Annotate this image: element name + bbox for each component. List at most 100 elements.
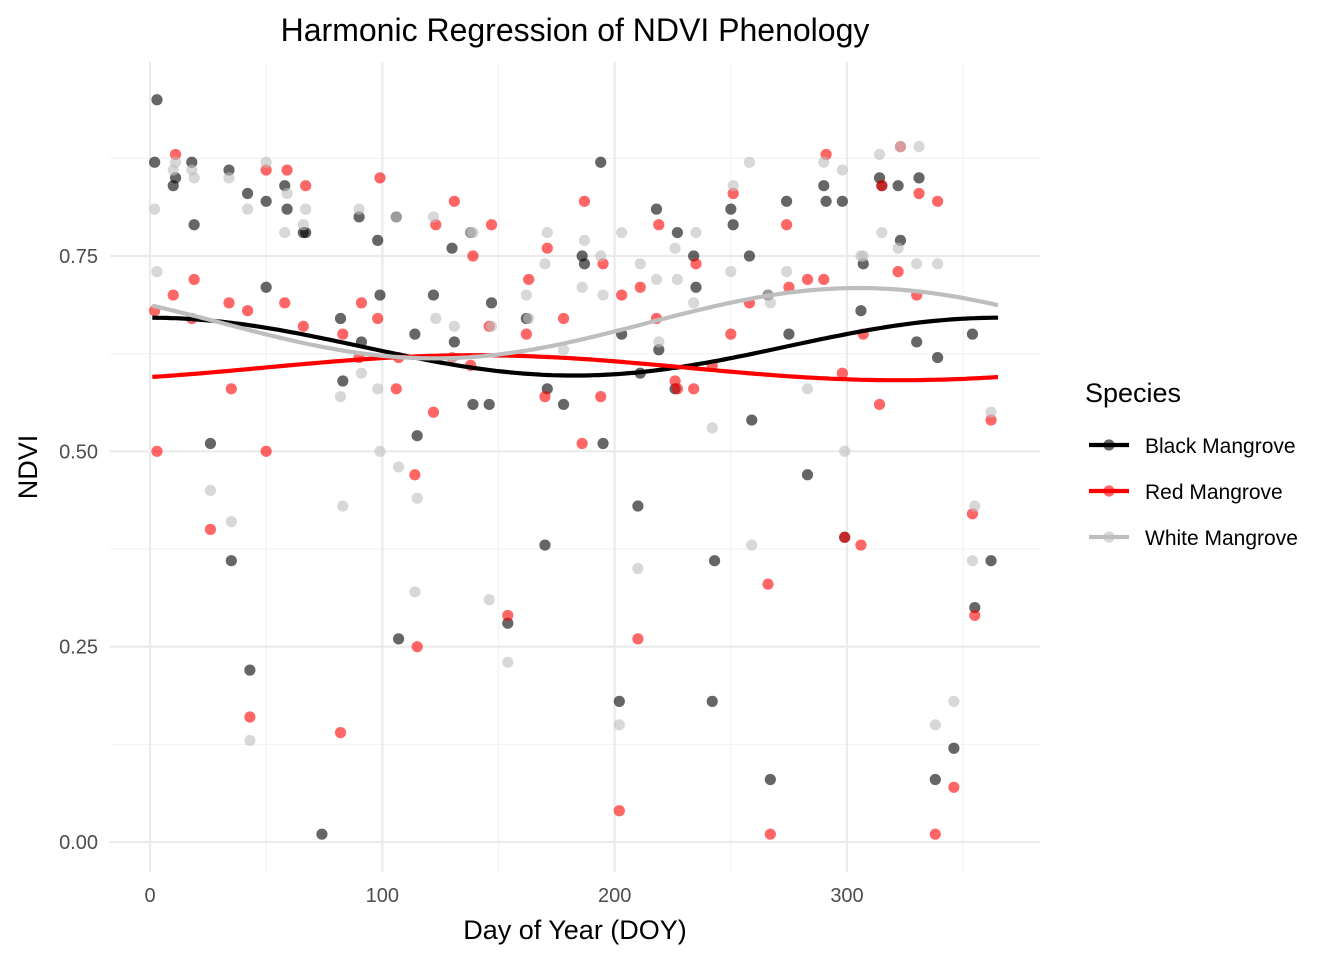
black-mangrove-point [502,617,514,629]
black-mangrove-point [446,242,458,254]
white-mangrove-point [894,141,907,153]
white-mangrove-point [836,164,848,176]
x-tick-label: 200 [598,885,631,907]
white-mangrove-point [281,187,293,200]
white-mangrove-point [632,562,644,575]
black-mangrove-point [706,695,718,707]
white-mangrove-point [372,383,384,395]
black-mangrove-point [578,258,591,270]
white-mangrove-point [279,226,291,239]
white-mangrove-point [913,141,925,153]
white-mangrove-point [892,242,904,254]
white-mangrove-point [337,500,349,512]
red-mangrove-point [502,609,514,622]
red-mangrove-point [634,281,646,293]
red-mangrove-point [855,539,867,551]
white-mangrove-point [857,250,869,262]
black-mangrove-point [855,305,867,317]
white-mangrove-point [653,336,665,348]
white-mangrove-point [300,203,312,215]
red-mangrove-point [836,367,848,379]
red-mangrove-point [873,398,886,411]
red-mangrove-point [929,828,941,840]
red-mangrove-point [780,219,793,231]
white-mangrove-point [764,297,776,309]
black-mangrove-point [411,430,423,442]
legend: Species Black Mangrove Red Mangrove White … [1085,378,1298,550]
black-mangrove-point [409,328,421,340]
white-mangrove-point [169,156,182,168]
red-mangrove-point [297,320,309,332]
red-mangrove-point [260,445,272,457]
red-mangrove-point [355,297,368,309]
black-mangrove-point [690,281,702,293]
white-mangrove-point [839,445,851,457]
red-mangrove-point [839,531,851,543]
black-mangrove-point [780,195,793,207]
black-mangrove-point [650,203,663,215]
black-mangrove-point [448,336,460,348]
y-tick-label: 0.75 [59,246,98,268]
red-mangrove-point [169,148,182,161]
black-mangrove-point [374,289,386,301]
white-mangrove-point [374,445,386,457]
red-mangrove-point [485,219,498,231]
black-mangrove-point [260,195,272,207]
white-mangrove-point [688,297,700,309]
white-mangrove-point [929,719,941,731]
red-mangrove-point [223,297,235,309]
red-mangrove-point [613,805,625,817]
red-mangrove-point [969,609,981,622]
white-mangrove-point [149,203,161,215]
white-mangrove-point [539,258,551,270]
black-mangrove-point [539,539,551,551]
x-tick-label: 0 [144,885,155,907]
black-mangrove-point [597,437,609,450]
red-mangrove-point [244,711,256,723]
black-mangrove-point [260,281,272,293]
black-mangrove-point [186,156,198,168]
major-gridlines [110,62,1040,872]
red-mangrove-point [448,195,460,207]
red-mangrove-point [260,164,272,176]
red-mangrove-point [151,445,163,457]
white-mangrove-point [244,734,256,747]
white-mangrove-point [355,367,368,379]
scatter-points [149,94,997,840]
white-mangrove-point [427,211,440,223]
white-mangrove-point [876,226,888,239]
red-mangrove-point [801,273,814,286]
y-axis-title: NDVI [13,435,43,500]
white-mangrove-point [818,156,830,168]
black-mangrove-point [151,94,163,106]
y-tick-label: 0.25 [59,637,98,659]
white-mangrove-point [780,266,793,278]
white-mangrove-point [353,203,365,215]
black-mangrove-point [281,203,293,215]
black-mangrove-point [929,773,941,786]
white-mangrove-point [241,203,254,215]
black-mangrove-point [911,336,923,348]
white-mangrove-point [650,273,663,286]
black-mangrove-point [966,328,979,340]
black-mangrove-point [671,226,683,239]
white-mangrove-fit-line [151,285,999,361]
white-mangrove-point [411,492,423,504]
white-mangrove-point [557,344,570,356]
red-mangrove-point [279,297,291,309]
black-mangrove-point [783,328,795,340]
white-mangrove-point [390,211,402,223]
red-mangrove-point [300,180,312,192]
red-mangrove-point [167,289,179,301]
red-mangrove-point [985,414,997,426]
black-mangrove-point [595,156,607,168]
black-mangrove-point [632,500,644,512]
white-mangrove-point [467,226,479,239]
y-axis-tick-labels: 0.00 0.25 0.50 0.75 [59,246,98,854]
black-mangrove-point [149,156,161,168]
black-mangrove-point [932,351,944,364]
black-mangrove-point [241,187,254,200]
red-mangrove-point [725,328,737,340]
white-mangrove-point [541,226,553,239]
y-tick-label: 0.00 [59,832,98,854]
